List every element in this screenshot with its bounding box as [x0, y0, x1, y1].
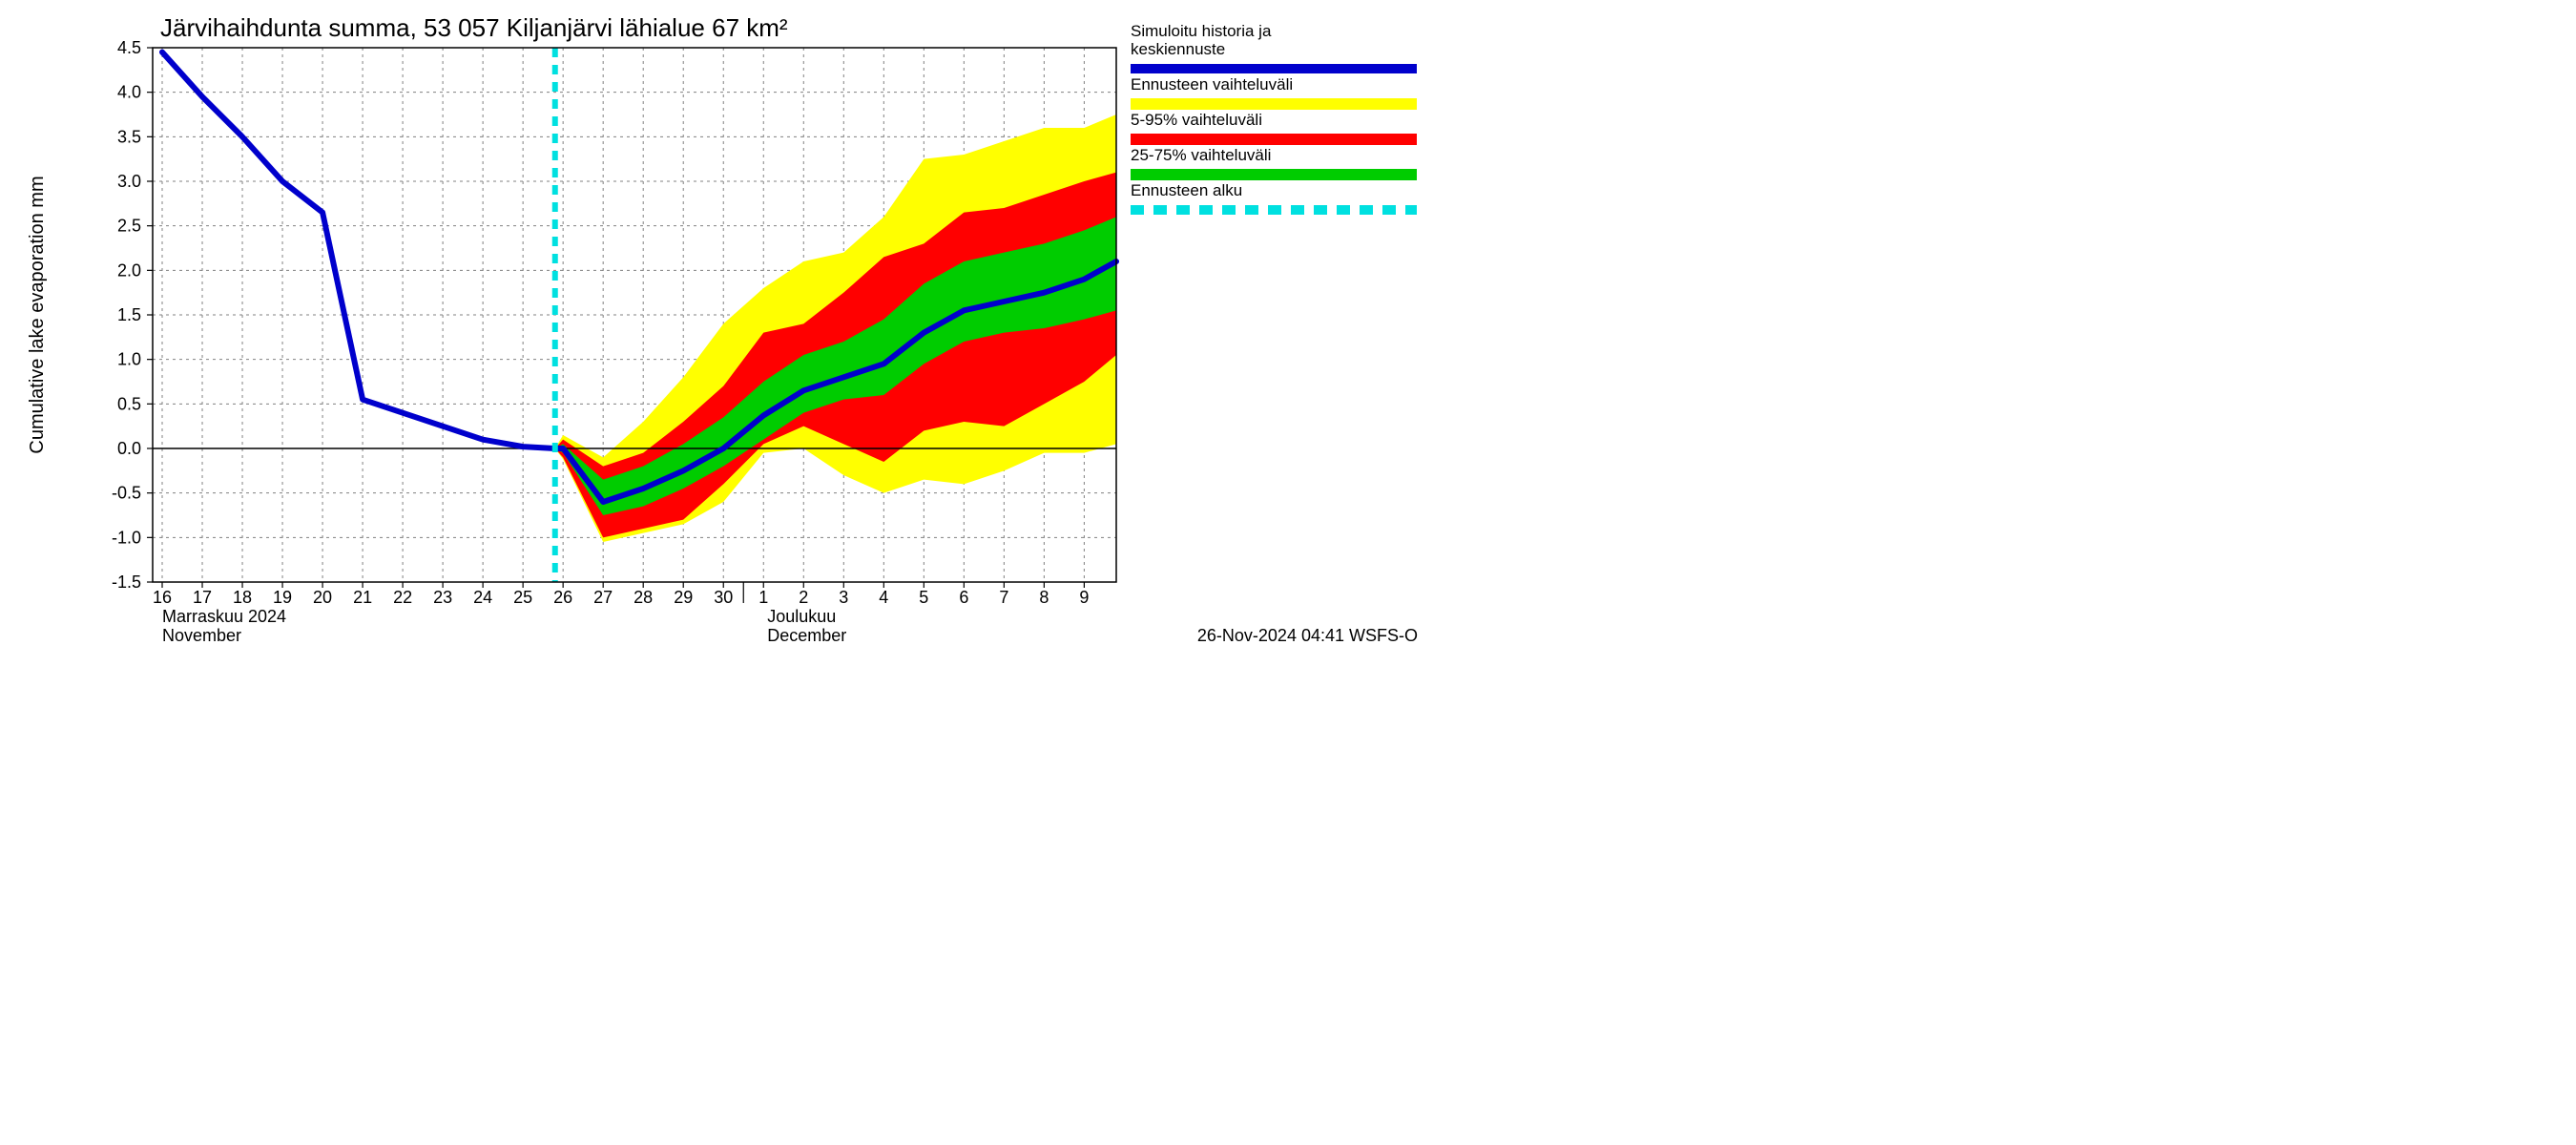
- svg-text:19: 19: [273, 588, 292, 607]
- svg-text:November: November: [162, 626, 241, 645]
- svg-text:1: 1: [758, 588, 768, 607]
- svg-text:6: 6: [959, 588, 968, 607]
- svg-text:18: 18: [233, 588, 252, 607]
- svg-text:0.5: 0.5: [117, 394, 141, 413]
- svg-text:21: 21: [353, 588, 372, 607]
- svg-text:26: 26: [553, 588, 572, 607]
- svg-text:23: 23: [433, 588, 452, 607]
- chart-svg: -1.5 -1.0 -0.5 0.0 0.5 1.0 1.5 2.0 2.5 3.0 3.5 4.0 4…: [0, 0, 1431, 668]
- svg-text:28: 28: [634, 588, 653, 607]
- svg-text:20: 20: [313, 588, 332, 607]
- svg-text:1.0: 1.0: [117, 350, 141, 369]
- svg-text:1.5: 1.5: [117, 305, 141, 324]
- svg-text:7: 7: [999, 588, 1008, 607]
- svg-text:5: 5: [919, 588, 928, 607]
- svg-text:4: 4: [879, 588, 888, 607]
- legend-label: keskiennuste: [1131, 40, 1225, 58]
- svg-text:Joulukuu: Joulukuu: [767, 607, 836, 626]
- svg-text:-0.5: -0.5: [112, 484, 141, 503]
- svg-text:-1.5: -1.5: [112, 572, 141, 592]
- svg-text:3.0: 3.0: [117, 172, 141, 191]
- svg-text:2.0: 2.0: [117, 260, 141, 280]
- svg-text:22: 22: [393, 588, 412, 607]
- svg-text:25: 25: [513, 588, 532, 607]
- svg-text:4.0: 4.0: [117, 83, 141, 102]
- chart-title: Järvihaihdunta summa, 53 057 Kiljanjärvi…: [160, 13, 788, 42]
- svg-text:3.5: 3.5: [117, 127, 141, 146]
- svg-text:2.5: 2.5: [117, 217, 141, 236]
- y-axis-label: Cumulative lake evaporation mm: [27, 176, 48, 453]
- svg-text:16: 16: [153, 588, 172, 607]
- svg-text:2: 2: [799, 588, 808, 607]
- legend-label: Ennusteen vaihteluväli: [1131, 75, 1293, 94]
- legend-label: Ennusteen alku: [1131, 181, 1242, 199]
- svg-text:24: 24: [473, 588, 492, 607]
- svg-text:December: December: [767, 626, 846, 645]
- svg-text:8: 8: [1039, 588, 1049, 607]
- footer-timestamp: 26-Nov-2024 04:41 WSFS-O: [1197, 626, 1418, 645]
- svg-text:30: 30: [714, 588, 733, 607]
- svg-text:29: 29: [674, 588, 693, 607]
- legend-swatch: [1131, 98, 1417, 110]
- legend-label: 25-75% vaihteluväli: [1131, 146, 1271, 164]
- legend-swatch: [1131, 134, 1417, 145]
- legend-label: Simuloitu historia ja: [1131, 22, 1272, 40]
- svg-text:9: 9: [1079, 588, 1089, 607]
- svg-text:17: 17: [193, 588, 212, 607]
- legend-label: 5-95% vaihteluväli: [1131, 111, 1262, 129]
- svg-text:-1.0: -1.0: [112, 528, 141, 547]
- chart-container: -1.5 -1.0 -0.5 0.0 0.5 1.0 1.5 2.0 2.5 3.0 3.5 4.0 4…: [0, 0, 1431, 668]
- svg-text:3: 3: [839, 588, 848, 607]
- svg-text:4.5: 4.5: [117, 38, 141, 57]
- legend-swatch: [1131, 169, 1417, 180]
- svg-text:0.0: 0.0: [117, 439, 141, 458]
- svg-text:27: 27: [593, 588, 613, 607]
- svg-text:Marraskuu 2024: Marraskuu 2024: [162, 607, 286, 626]
